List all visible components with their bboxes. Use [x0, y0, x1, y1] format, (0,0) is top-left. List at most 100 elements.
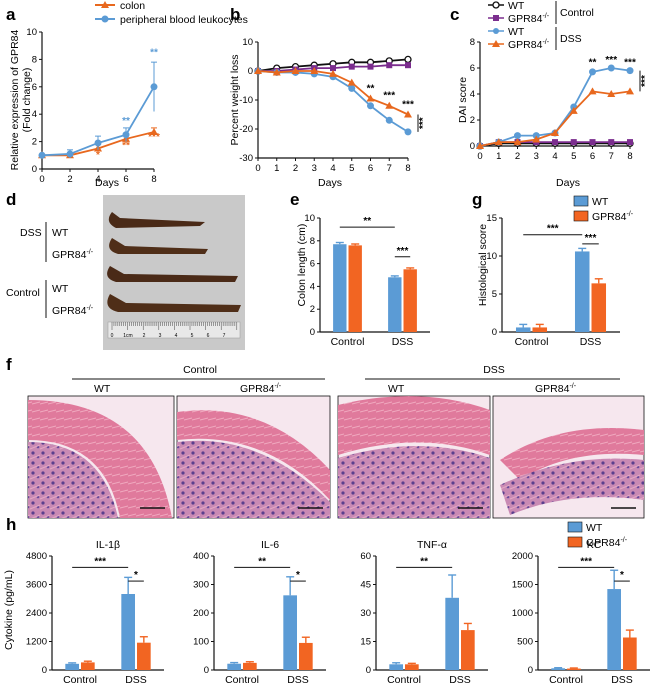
panel-a-legend: colon peripheral blood leukocytes — [95, 0, 248, 26]
legend-swatch-ko — [567, 536, 583, 548]
panel-h3-ytick-label: 30 — [360, 608, 371, 619]
panel-b-point — [405, 62, 411, 69]
panel-label-c: c — [450, 5, 459, 24]
panel-h4-bar — [623, 637, 637, 670]
panel-g-bar — [574, 251, 590, 332]
panel-c-ytick-label: 0 — [470, 141, 475, 152]
d-dss-label: DSS — [20, 227, 42, 239]
panel-c-ylabel: DAI score — [457, 77, 469, 123]
panel-h4-title: KC — [587, 539, 602, 551]
panel-c-legend: WT GPR84-/- WT GPR84-/- Control DSS — [488, 0, 594, 51]
panel-label-e: e — [290, 190, 299, 209]
panel-b-point — [254, 67, 262, 74]
panel-h1-ytick-label: 0 — [42, 665, 47, 676]
panel-a-sig-colon: * — [96, 150, 100, 161]
panel-e-ytick-label: 8 — [310, 236, 315, 247]
panel-h1-category-label: Control — [63, 674, 97, 685]
panel-b-point — [404, 110, 412, 118]
legend-group-dss: DSS — [560, 33, 582, 45]
panel-c-point — [589, 68, 596, 76]
panel-g-sig: *** — [585, 233, 597, 244]
histology-ko-control — [176, 395, 331, 519]
colon-specimen-4 — [107, 294, 241, 312]
panel-b-point — [404, 55, 412, 64]
panel-e-bar — [333, 244, 347, 332]
panel-h3-bar — [405, 664, 419, 670]
panel-h2-ytick-label: 400 — [193, 551, 209, 562]
triangle-marker-icon — [492, 40, 500, 47]
panel-h2-ytick-label: 0 — [204, 665, 209, 676]
panel-c-point — [607, 90, 616, 97]
panel-a-ytick-label: 4 — [32, 109, 37, 120]
panel-h2-sig: ** — [258, 556, 266, 567]
legend-h-wt: WT — [586, 522, 603, 534]
panel-b-point — [367, 102, 374, 110]
panel-g-legend: WT GPR84-/- — [573, 195, 634, 223]
legend-swatch-wt — [573, 195, 589, 207]
panel-label-a: a — [6, 5, 16, 24]
panel-h4-ytick-label: 1000 — [512, 608, 533, 619]
panel-b-ytick-label: -30 — [239, 153, 253, 164]
panel-a-point — [150, 128, 158, 136]
panel-a-ytick-label: 10 — [26, 27, 37, 38]
panel-h3-category-label: DSS — [449, 674, 471, 685]
panel-h1-sig: * — [134, 570, 138, 581]
panel-c-point — [626, 67, 634, 75]
panel-h3-ytick-label: 60 — [360, 551, 371, 562]
panel-a-xtick-label: 8 — [151, 174, 156, 185]
panel-h4-category-label: Control — [549, 674, 583, 685]
panel-b-xtick-label: 5 — [349, 163, 354, 174]
panel-a-ytick-label: 0 — [32, 164, 37, 175]
panel-b-point — [385, 116, 393, 124]
panel-h3-bar — [461, 630, 475, 670]
panel-g-sig: *** — [547, 224, 559, 235]
panel-h4-ytick-label: 0 — [528, 665, 533, 676]
panel-c-point — [570, 139, 577, 146]
panel-e-bar — [388, 277, 402, 332]
panel-h4-ytick-label: 500 — [517, 637, 533, 648]
panel-a-ytick-label: 2 — [32, 137, 37, 148]
panel-label-b: b — [230, 5, 240, 24]
panel-h2-bar — [243, 662, 257, 670]
panel-b-xtick-label: 2 — [293, 163, 298, 174]
panel-b-point — [366, 94, 375, 102]
panel-c-xtick-label: 0 — [477, 151, 482, 162]
panel-e-category-label: Control — [331, 336, 365, 348]
ruler-label: 3 — [159, 333, 162, 339]
panel-b-xtick-label: 7 — [387, 163, 392, 174]
panel-h4-sig: *** — [580, 556, 592, 567]
panel-c-point — [588, 87, 597, 95]
panel-c-sig: *** — [624, 57, 636, 68]
panel-a-sig-colon: *** — [148, 132, 160, 143]
panel-c-xtick-label: 8 — [627, 151, 632, 162]
d-ko-2: GPR84-/- — [52, 305, 94, 317]
panel-h3-bar — [389, 664, 403, 670]
legend-g-ko: GPR84-/- — [592, 211, 634, 223]
panel-h1-ytick-label: 2400 — [26, 608, 47, 619]
panel-a-sig-pbl: ** — [122, 116, 130, 127]
panel-h1-bar — [65, 663, 79, 670]
panel-a-ylabel-2: (Fold change) — [21, 68, 33, 133]
panel-g-bar — [532, 327, 548, 332]
panel-a-xtick-label: 2 — [67, 174, 72, 185]
panel-h2-category-label: Control — [225, 674, 259, 685]
panel-g-category-label: Control — [515, 336, 549, 348]
colon-specimen-1 — [108, 212, 205, 228]
panel-c-xtick-label: 4 — [552, 151, 557, 162]
ruler-ticks: 0 1cm 2 3 4 5 6 7 — [111, 322, 238, 339]
panel-e-ytick-label: 4 — [310, 281, 315, 292]
panel-c-xlabel: Days — [556, 177, 580, 189]
legend-colon: colon — [120, 0, 145, 12]
panel-c-point — [476, 142, 484, 149]
panel-b-ylabel: Percent weight loss — [229, 54, 241, 145]
panel-h4-sig: * — [620, 570, 624, 581]
panel-a-ytick-label: 6 — [32, 82, 37, 93]
square-marker-icon — [493, 15, 499, 21]
panel-b-sig: *** — [402, 99, 414, 110]
panel-b-point — [347, 78, 356, 86]
panel-b-ytick-label: 0 — [248, 66, 253, 77]
panel-h2-bar — [227, 663, 241, 670]
panel-g-ytick-label: 10 — [486, 251, 497, 262]
